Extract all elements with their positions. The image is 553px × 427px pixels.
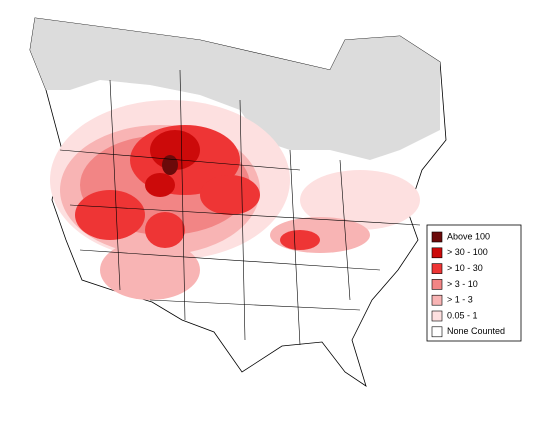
region-border bbox=[109, 69, 351, 346]
national-border bbox=[69, 204, 421, 226]
legend-swatch bbox=[431, 231, 443, 243]
legend-box bbox=[426, 224, 522, 342]
abundance-zone bbox=[145, 212, 185, 248]
borders bbox=[59, 69, 421, 346]
legend-swatch bbox=[431, 326, 443, 338]
legend-label: > 1 - 3 bbox=[447, 295, 473, 305]
legend-label: None Counted bbox=[447, 326, 505, 336]
legend-label: 0.05 - 1 bbox=[447, 310, 478, 320]
abundance-zone bbox=[145, 173, 175, 197]
abundance-zone bbox=[150, 130, 200, 170]
region-border bbox=[59, 149, 381, 311]
legend-swatch bbox=[431, 247, 443, 259]
abundance-zone bbox=[75, 190, 145, 240]
abundance-zone bbox=[300, 170, 420, 230]
legend-swatch bbox=[431, 279, 443, 290]
legend-label: > 3 - 10 bbox=[447, 279, 478, 289]
abundance-zone bbox=[200, 175, 260, 215]
legend-label: > 10 - 30 bbox=[447, 263, 483, 273]
abundance-zone bbox=[280, 230, 320, 250]
no-count-north bbox=[30, 18, 440, 160]
legend-label: Above 100 bbox=[447, 231, 490, 241]
legend-swatch bbox=[431, 310, 443, 322]
legend-swatch bbox=[431, 263, 443, 274]
abundance-zone bbox=[162, 155, 178, 175]
abundance bbox=[50, 100, 420, 300]
legend: Above 100 > 30 - 100 > 10 - 30 > 3 - 10 > 1 … bbox=[426, 224, 522, 342]
legend-label: > 30 - 100 bbox=[447, 247, 488, 257]
legend-swatch bbox=[431, 294, 443, 306]
abundance-zone bbox=[100, 240, 200, 300]
